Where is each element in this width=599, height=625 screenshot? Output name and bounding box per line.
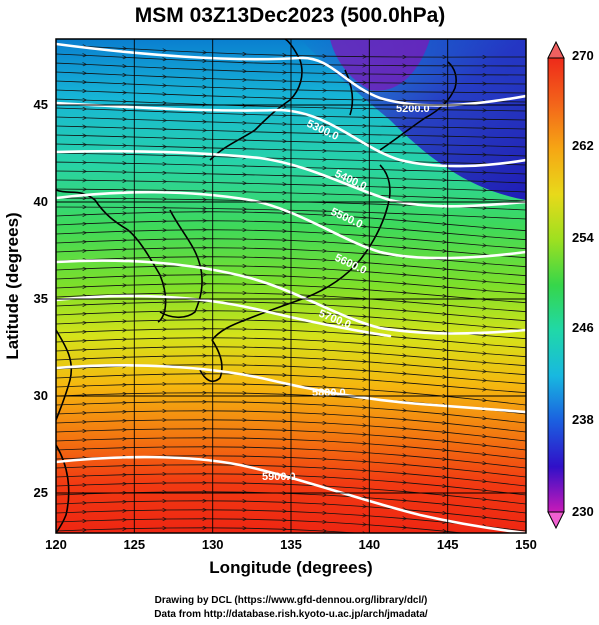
x-tick-label: 140 [358,537,380,552]
contour-5800 [56,364,526,414]
contour-5400 [56,149,526,208]
y-tick-label: 40 [34,194,48,209]
x-tick-label: 135 [280,537,302,552]
x-tick-label: 120 [45,537,67,552]
colorbar-tick-label: 230 [572,504,594,519]
colorbar-scale [547,57,565,513]
credit-drawing: Drawing by DCL (https://www.gfd-dennou.o… [155,595,428,606]
contour-5500 [56,190,526,260]
contour-label-5200: 5200.0 [396,103,430,115]
contour-5300 [56,101,526,168]
y-tick-label: 25 [34,485,48,500]
colorbar-tick-label: 270 [572,48,594,63]
plot-frame [55,38,527,534]
chart-title: MSM 03Z13Dec2023 (500.0hPa) [135,4,446,27]
streamline [56,528,526,533]
y-axis-title: Latitude (degrees) [3,212,22,359]
x-tick-label: 125 [123,537,145,552]
colorbar-tick-label: 254 [572,230,594,245]
colorbar: 270 262 254 246 238 230 [547,40,594,530]
height-contours [56,42,526,533]
contour-label-5900: 5900.0 [262,471,296,483]
grid-lines [56,39,526,533]
contour-label-5800: 5800.0 [312,387,346,399]
contour-5900 [56,455,526,533]
colorbar-tick-label: 246 [572,320,594,335]
colorbar-lower-extension [547,511,565,530]
contour-5600 [56,259,526,335]
y-tick-label: 45 [34,97,48,112]
y-tick-label: 35 [34,291,48,306]
x-tick-label: 145 [437,537,459,552]
credit-data: Data from http://database.rish.kyoto-u.a… [154,609,428,620]
contour-5700 [56,294,392,338]
colorbar-tick-label: 262 [572,138,594,153]
y-tick-label: 30 [34,388,48,403]
x-tick-label: 150 [515,537,537,552]
plot-area: 5200.0 5300.0 5400.0 5500.0 5600.0 5700.… [56,39,526,533]
x-tick-label: 130 [202,537,224,552]
east-china-coast [56,329,73,421]
y-axis: 25 30 35 40 45 Latitude (degrees) [3,97,48,500]
x-axis-title: Longitude (degrees) [209,558,372,577]
taiwan-coast [56,444,70,533]
x-axis: 120 125 130 135 140 145 150 Longitude (d… [45,537,537,577]
colorbar-tick-label: 238 [572,412,594,427]
colorbar-upper-extension [547,40,565,59]
